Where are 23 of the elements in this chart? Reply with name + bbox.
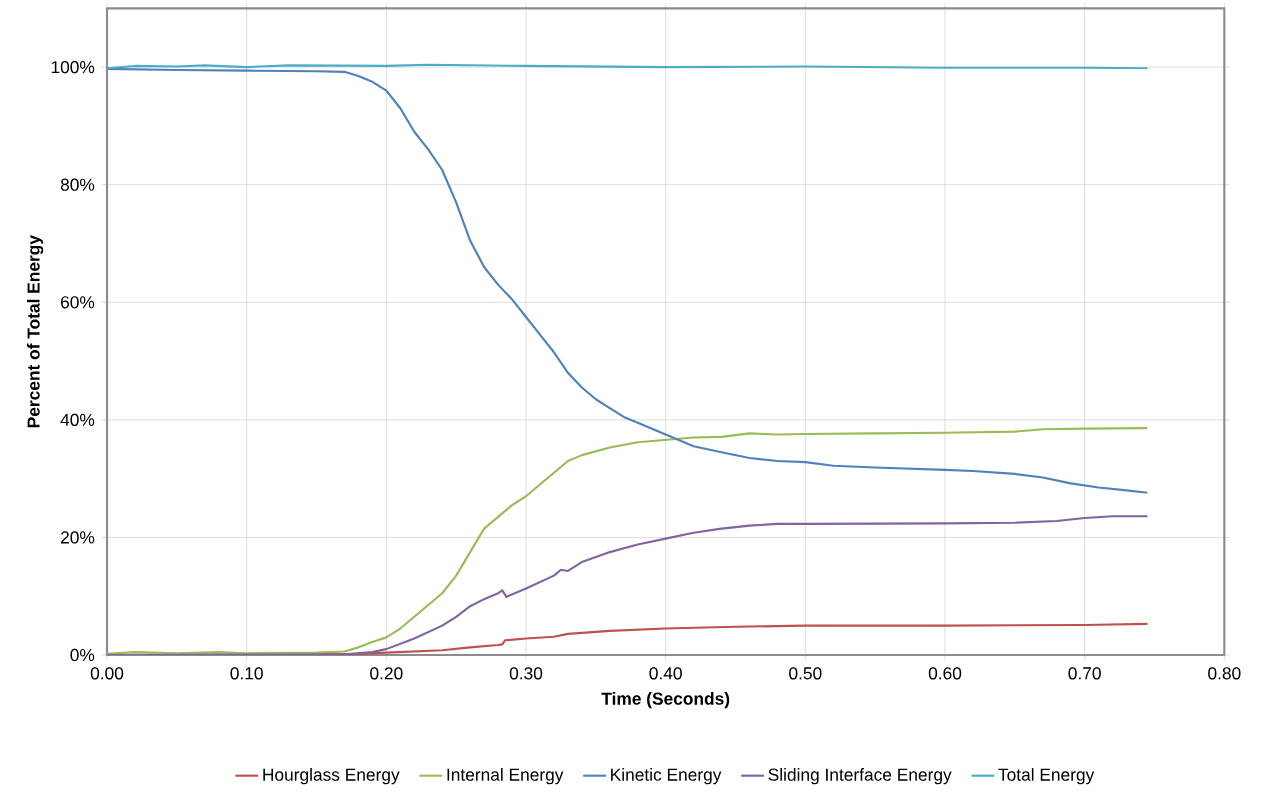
y-tick-label: 20% — [61, 531, 95, 544]
x-tick-label: 0.40 — [649, 667, 682, 680]
x-tick-label: 0.60 — [928, 667, 962, 680]
y-tick-label: 0% — [70, 648, 95, 662]
y-tick-label: 80% — [60, 178, 95, 191]
legend-label: Hourglass Energy — [263, 768, 400, 785]
y-tick-label: 100% — [51, 60, 95, 74]
x-tick-label: 0.00 — [90, 667, 124, 680]
x-tick-label: 0.30 — [509, 667, 543, 680]
x-tick-label: 0.50 — [789, 667, 822, 680]
x-tick-label: 0.80 — [1208, 667, 1241, 680]
x-tick-label: 0.70 — [1068, 667, 1101, 680]
legend-label: Total Energy — [998, 768, 1095, 785]
x-tick-label: 0.20 — [370, 667, 403, 680]
legend-label: Kinetic Energy — [611, 768, 722, 785]
legend-label: Internal Energy — [447, 768, 564, 785]
line-series — [107, 515, 1149, 655]
x-axis-title: Time (Seconds) — [601, 692, 730, 709]
y-tick-label: 40% — [60, 413, 95, 426]
legend-label: Sliding Interface Energy — [768, 768, 952, 785]
y-axis-title: Percent of Total Energy — [26, 235, 44, 428]
x-tick-label: 0.10 — [230, 667, 263, 680]
y-tick-label: 60% — [61, 296, 95, 309]
